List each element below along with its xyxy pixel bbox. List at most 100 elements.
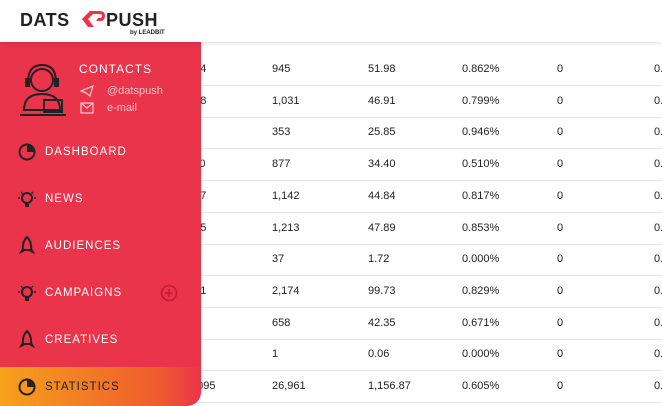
table-row: 37 1.72 0.000% 0 0. — [170, 244, 662, 277]
add-campaign-button[interactable] — [160, 284, 178, 302]
table-cell: 1,031 — [272, 94, 300, 107]
table-cell: 0. — [654, 126, 662, 139]
logo-byline: by LEADBIT — [130, 30, 165, 36]
table-cell: 0. — [654, 189, 662, 202]
table-cell: 0 — [557, 94, 564, 107]
menu-icon — [18, 378, 36, 396]
table-cell: 47.89 — [368, 221, 396, 234]
table-cell: 0 — [557, 253, 564, 266]
table-cell: 0. — [654, 316, 662, 329]
table-cell: 0. — [654, 380, 662, 392]
table-cell: 0 — [557, 380, 564, 392]
table-cell: 0. — [654, 284, 662, 297]
table-cell: 0. — [654, 63, 662, 75]
header: DATS PUSH by LEADBIT — [0, 0, 662, 42]
table-row: 1 0.06 0.000% 0 0. — [170, 339, 662, 372]
telegram-link[interactable]: @datspush — [107, 85, 163, 97]
table-cell: 44.84 — [368, 189, 396, 202]
table-cell: 0.946% — [462, 126, 500, 139]
menu-label: CAMPAIGNS — [45, 287, 123, 299]
table-cell: 99.73 — [368, 284, 396, 297]
table-cell: 0.000% — [462, 348, 500, 361]
table-cell: 42.35 — [368, 316, 396, 329]
table-cell: 0.000% — [462, 253, 500, 266]
table-cell: 0.06 — [368, 348, 390, 361]
table-cell: 0. — [654, 221, 662, 234]
logo[interactable]: DATS PUSH by LEADBIT — [20, 8, 200, 38]
contacts-title: CONTACTS — [79, 62, 153, 76]
menu-label: NEWS — [45, 193, 84, 205]
telegram-icon — [80, 85, 94, 97]
table-cell: 0 — [557, 348, 564, 361]
stats-table: 61494551.980.862%00.0081,03146.910.799%0… — [170, 42, 662, 406]
table-cell: 2,174 — [272, 284, 300, 297]
table-cell: 34.40 — [368, 158, 396, 171]
sidebar: CONTACTS @datspush e-mail DASHBOARD NEWS… — [0, 42, 201, 406]
menu-icon — [18, 285, 36, 301]
logo-right: PUSH — [106, 10, 159, 30]
table-cell: 25.85 — [368, 126, 396, 139]
table-cell: 0.605% — [462, 380, 500, 392]
table-cell: 353 — [272, 126, 291, 139]
table-cell: 26,961 — [272, 380, 306, 392]
menu-item-active[interactable]: STATISTICS — [0, 367, 201, 406]
table-cell: 877 — [272, 158, 291, 171]
table-cell: 0 — [557, 189, 564, 202]
table-cell: 0. — [654, 348, 662, 361]
menu-item[interactable]: CREATIVES — [0, 320, 201, 360]
menu-label: DASHBOARD — [45, 146, 127, 158]
table-cell: 0.671% — [462, 316, 500, 329]
table-cell: 658 — [272, 316, 291, 329]
table-cell: 37 — [272, 253, 285, 266]
email-icon — [80, 102, 94, 114]
table-cell: 1.72 — [368, 253, 390, 266]
table-cell: 0.862% — [462, 63, 500, 75]
table-cell: 0 — [557, 158, 564, 171]
table-cell: 51.98 — [368, 63, 396, 75]
table-row: 0535325.850.946%00. — [170, 117, 662, 150]
table-cell: 0 — [557, 316, 564, 329]
menu-item[interactable]: NEWS — [0, 179, 201, 219]
table-row: 11087734.400.510%00. — [170, 149, 662, 182]
logo-left: DATS — [20, 10, 70, 30]
menu-icon — [18, 191, 36, 207]
menu-item[interactable]: AUDIENCES — [0, 226, 201, 266]
table-cell: 1,213 — [272, 221, 300, 234]
table-cell: 1,142 — [272, 189, 300, 202]
menu-icon — [18, 143, 36, 161]
table-cell: 0 — [557, 126, 564, 139]
menu-icon — [18, 330, 36, 349]
menu-label: CREATIVES — [45, 334, 119, 346]
table-cell: 0 — [557, 284, 564, 297]
menu-item[interactable]: DASHBOARD — [0, 132, 201, 172]
table-row: 61494551.980.862%00. — [170, 54, 662, 86]
table-cell: 0.817% — [462, 189, 500, 202]
table-cell: 0. — [654, 94, 662, 107]
menu-label: AUDIENCES — [45, 240, 122, 252]
table-cell: 1 — [272, 348, 279, 361]
table-cell: 0.829% — [462, 284, 500, 297]
table-cell: 0.510% — [462, 158, 500, 171]
table-cell: 0.853% — [462, 221, 500, 234]
support-icon — [20, 63, 66, 116]
table-cell: 945 — [272, 63, 291, 75]
table-row: 1365842.350.671%00. — [170, 308, 662, 340]
menu-label: STATISTICS — [45, 381, 120, 393]
email-link[interactable]: e-mail — [107, 102, 137, 114]
table-cell: 0.799% — [462, 94, 500, 107]
table-cell: 0. — [654, 253, 662, 266]
table-cell: 0 — [557, 221, 564, 234]
menu-item[interactable]: CAMPAIGNS — [0, 273, 201, 313]
table-cell: 0 — [557, 63, 564, 75]
logo-icon — [82, 11, 105, 27]
table-cell: 1,156.87 — [368, 380, 411, 392]
menu-icon — [18, 236, 36, 255]
table-cell: 0. — [654, 158, 662, 171]
table-cell: 46.91 — [368, 94, 396, 107]
